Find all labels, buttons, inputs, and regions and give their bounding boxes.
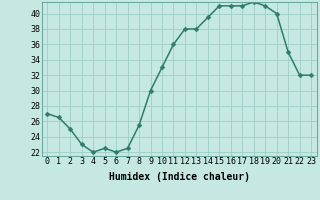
X-axis label: Humidex (Indice chaleur): Humidex (Indice chaleur) [109, 172, 250, 182]
